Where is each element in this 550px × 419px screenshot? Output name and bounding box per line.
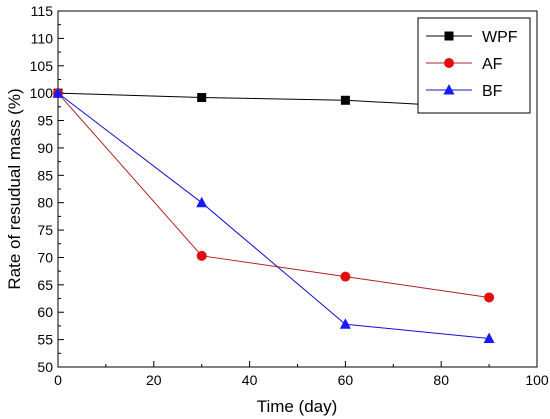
y-tick-label: 70 <box>37 249 53 265</box>
data-point-af <box>340 271 351 282</box>
x-axis: 0 20 40 60 80 100 <box>54 361 549 388</box>
y-tick-label: 80 <box>37 195 53 211</box>
data-point-bf <box>339 318 351 329</box>
legend-label-wpf: WPF <box>482 29 518 46</box>
y-axis: 50 55 60 65 70 75 80 85 90 95 100 105 110 115 <box>30 3 64 375</box>
legend-marker-af <box>444 58 454 68</box>
x-axis-title: Time (day) <box>257 397 338 416</box>
y-tick-label: 65 <box>37 277 53 293</box>
data-point-wpf <box>197 93 207 103</box>
x-tick-label: 60 <box>338 372 354 388</box>
series-af <box>53 88 495 303</box>
series-line-af <box>57 92 490 298</box>
x-tick-label: 20 <box>146 372 162 388</box>
x-tick-label: 80 <box>433 372 449 388</box>
y-tick-label: 95 <box>37 113 53 129</box>
y-tick-label: 55 <box>37 332 53 348</box>
series-line-bf <box>57 92 490 340</box>
y-tick-label: 105 <box>30 58 54 74</box>
series-layer <box>52 87 495 344</box>
data-point-wpf <box>340 95 350 105</box>
y-tick-label: 90 <box>37 140 53 156</box>
data-point-bf <box>483 332 495 344</box>
y-tick-label: 115 <box>31 3 54 19</box>
legend-box <box>417 17 531 114</box>
legend-label-af: AF <box>482 56 503 73</box>
data-point-bf <box>196 196 208 208</box>
y-tick-label: 85 <box>37 167 53 183</box>
series-line-wpf <box>57 92 490 109</box>
y-tick-label: 50 <box>37 359 53 375</box>
legend: WPF AF BF <box>417 17 531 114</box>
y-axis-title: Rate of resudual mass (%) <box>5 88 24 289</box>
x-tick-label: 0 <box>54 372 62 388</box>
x-tick-label: 100 <box>525 372 549 388</box>
y-tick-label: 75 <box>37 222 53 238</box>
y-tick-label: 60 <box>37 304 53 320</box>
series-bf <box>52 87 495 344</box>
data-point-bf <box>52 87 64 98</box>
legend-label-bf: BF <box>482 83 503 100</box>
y-tick-label: 110 <box>31 30 54 46</box>
data-point-af <box>196 250 207 261</box>
data-point-af <box>484 292 495 303</box>
legend-marker-wpf <box>444 31 454 41</box>
x-tick-label: 40 <box>242 372 258 388</box>
y-tick-label: 100 <box>30 85 54 101</box>
legend-marker-bf <box>443 84 455 95</box>
